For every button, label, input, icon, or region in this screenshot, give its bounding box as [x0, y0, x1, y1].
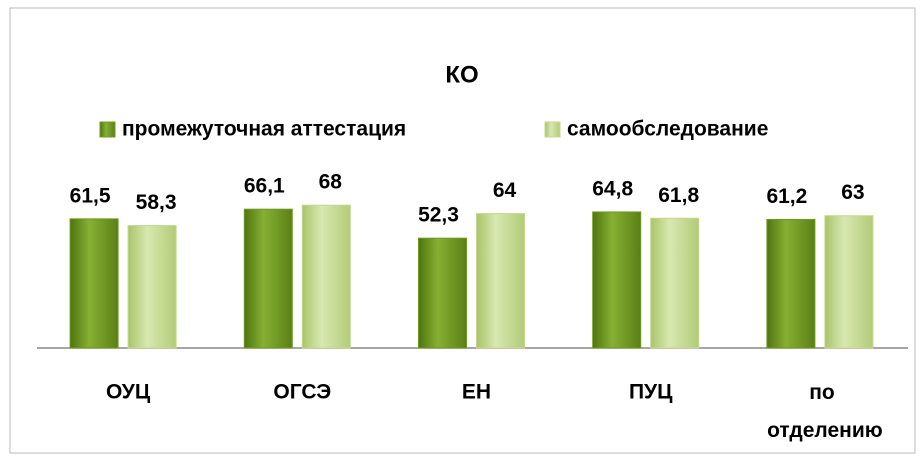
- bar: [476, 213, 525, 349]
- data-label: 52,3: [418, 204, 459, 227]
- x-tick-label: ОГСЭ: [273, 381, 331, 404]
- bar: [69, 218, 119, 349]
- x-tick-label: ОУЦ: [106, 381, 151, 404]
- bar: [766, 218, 816, 349]
- data-label: 66,1: [244, 175, 285, 198]
- bar: [824, 215, 874, 349]
- bar: [650, 217, 700, 349]
- chart-title: КО: [445, 61, 478, 88]
- x-tick-label: ЕН: [462, 381, 491, 404]
- bar: [243, 208, 293, 349]
- x-tick-label: по отделению: [767, 381, 883, 442]
- data-label: 61,2: [766, 185, 807, 208]
- legend-label: промежуточная аттестация: [122, 118, 406, 141]
- legend-label: самообследование: [567, 118, 768, 141]
- bar: [127, 225, 177, 349]
- legend-swatch: [99, 121, 116, 138]
- data-label: 61,5: [70, 184, 111, 207]
- data-label: 58,3: [136, 191, 177, 214]
- legend-swatch: [544, 121, 561, 138]
- data-label: 64: [493, 179, 517, 202]
- data-label: 68: [319, 171, 343, 194]
- data-label: 64,8: [592, 177, 633, 200]
- data-label: 61,8: [658, 184, 699, 207]
- bar: [301, 204, 351, 349]
- bar: [418, 237, 467, 349]
- bar: [592, 211, 642, 349]
- data-label: 63: [841, 181, 864, 204]
- x-tick-label: ПУЦ: [629, 381, 673, 404]
